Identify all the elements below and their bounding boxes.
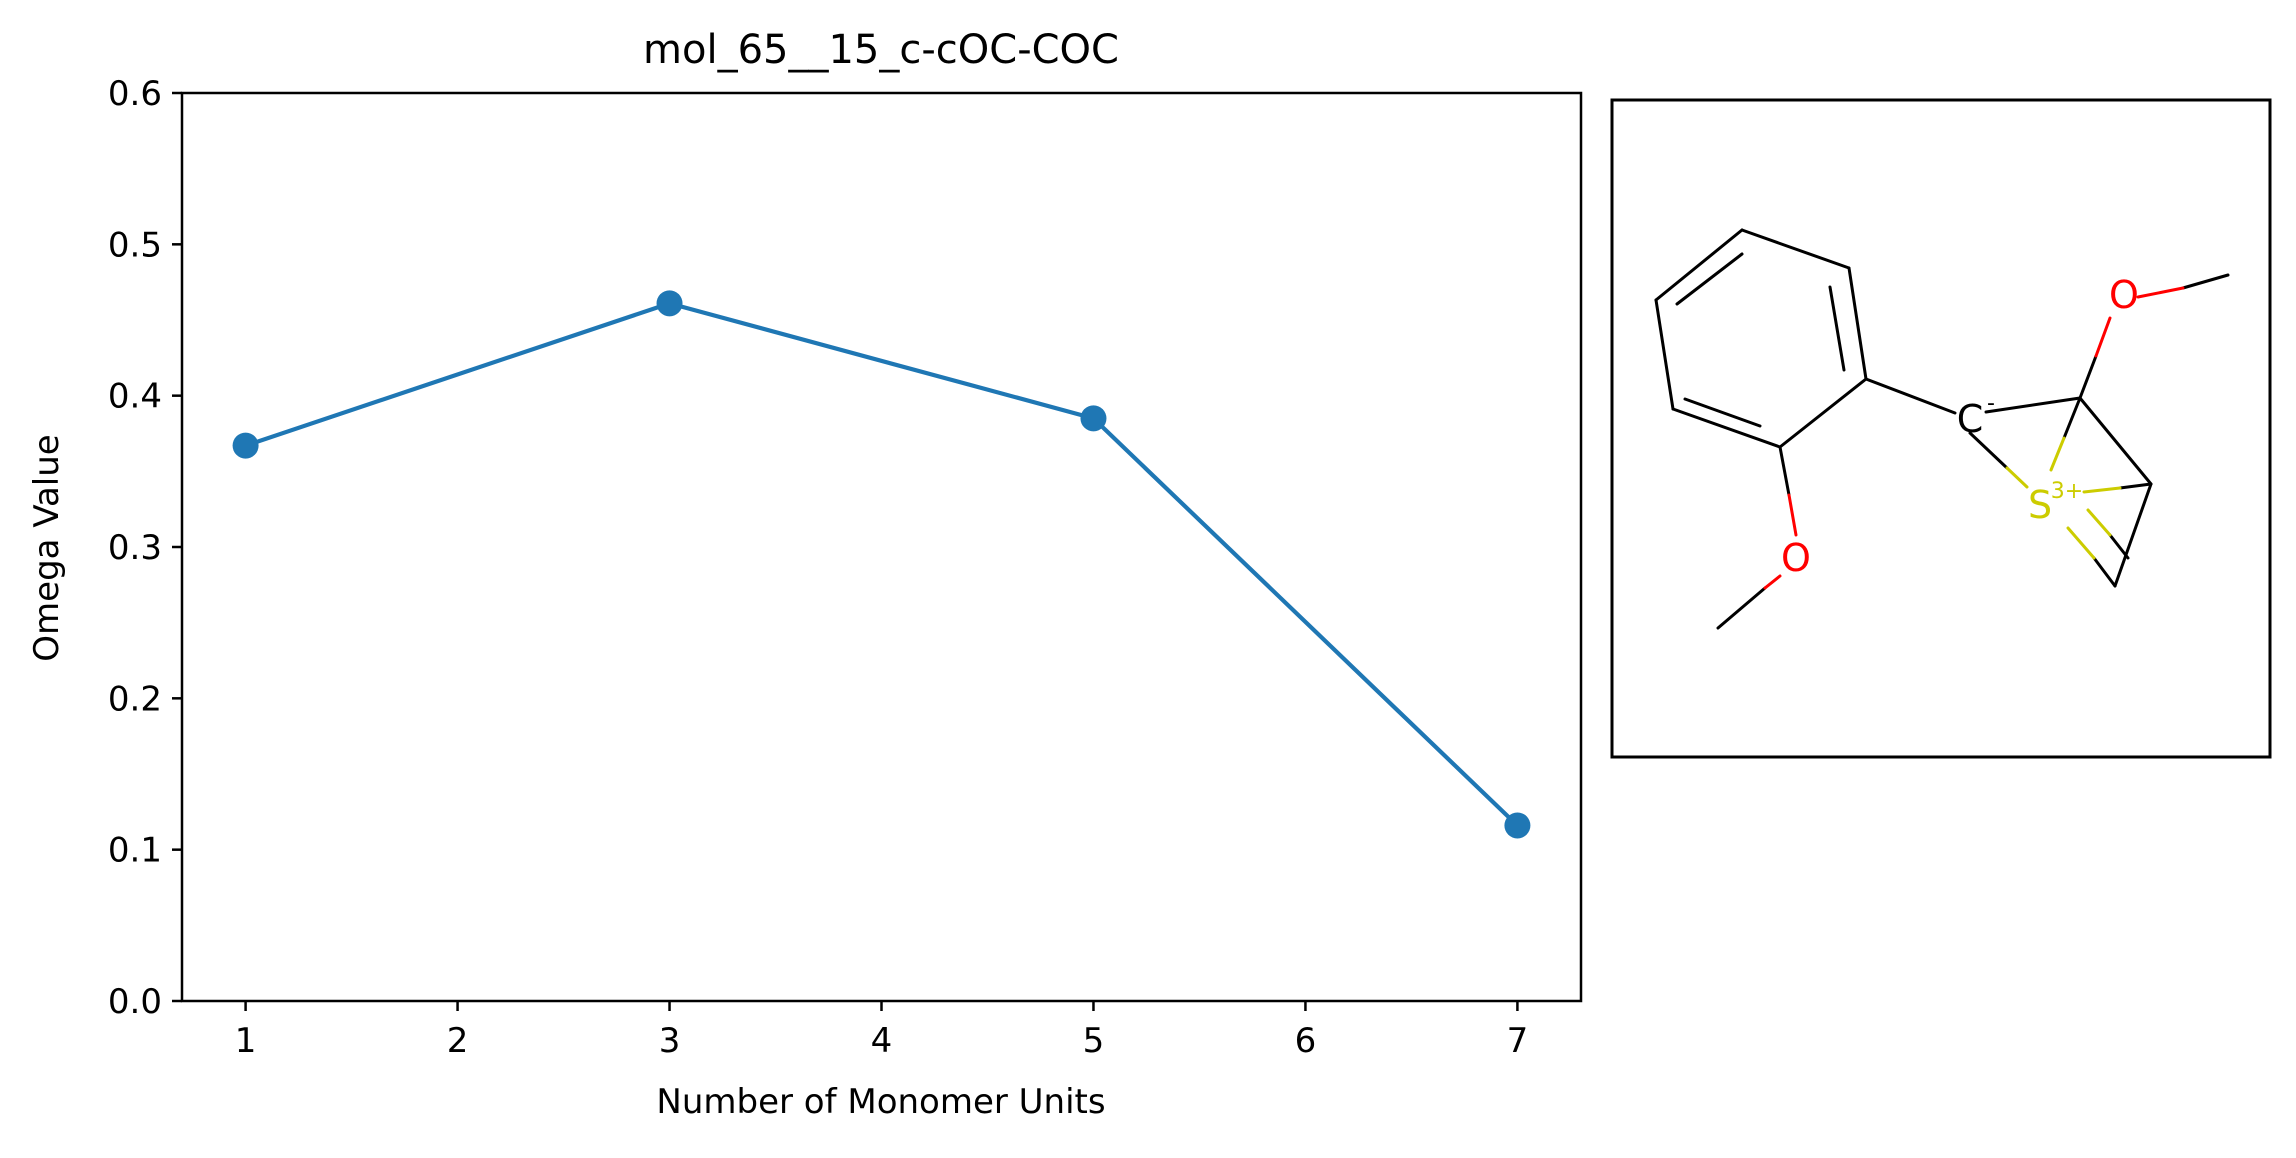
plot-frame — [180, 91, 1583, 1003]
x-tick-label: 1 — [235, 1021, 257, 1061]
x-tick-label: 4 — [871, 1021, 893, 1061]
atom-label-sulfur: S — [2028, 483, 2052, 527]
atom-charge-sulfur: 3+ — [2051, 479, 2083, 504]
molecule-structure-image: C - S 3+ O O — [1610, 98, 2272, 759]
y-axis-label: Omega Value — [27, 434, 67, 661]
oxygen-bonds — [1763, 286, 2185, 590]
x-tick-label: 7 — [1507, 1021, 1529, 1061]
y-tick-label: 0.3 — [108, 528, 162, 568]
sulfur-bonds — [2005, 436, 2122, 560]
x-tick-label: 5 — [1083, 1021, 1105, 1061]
data-point — [232, 432, 259, 459]
chart-title: mol_65__15_c-cOC-COC — [643, 27, 1119, 73]
x-axis-label: Number of Monomer Units — [656, 1082, 1105, 1122]
y-tick-label: 0.6 — [108, 74, 162, 114]
x-tick-label: 3 — [659, 1021, 681, 1061]
y-tick-label: 0.0 — [108, 982, 162, 1022]
x-tick-label: 6 — [1295, 1021, 1317, 1061]
data-points — [232, 290, 1531, 839]
data-point — [1504, 812, 1531, 839]
x-tick-label: 2 — [447, 1021, 469, 1061]
atom-charge-carbanion: - — [1987, 391, 1995, 416]
x-axis-ticks: 1 2 3 4 5 6 7 — [235, 1001, 1528, 1061]
y-tick-label: 0.1 — [108, 831, 162, 871]
molecule-frame — [1610, 98, 2272, 759]
y-axis-ticks: 0.0 0.1 0.2 0.3 0.4 0.5 0.6 — [108, 74, 182, 1022]
atom-label-oxygen-bottom: O — [1781, 536, 1811, 580]
atom-label-oxygen-top: O — [2109, 273, 2139, 317]
y-tick-label: 0.2 — [108, 679, 162, 719]
data-point — [1080, 405, 1107, 432]
atom-label-carbanion: C — [1957, 397, 1984, 441]
molecule-bonds — [1654, 228, 2230, 630]
y-tick-label: 0.4 — [108, 377, 162, 417]
data-point — [656, 290, 683, 317]
series-line — [244, 301, 1519, 827]
y-tick-label: 0.5 — [108, 225, 162, 265]
